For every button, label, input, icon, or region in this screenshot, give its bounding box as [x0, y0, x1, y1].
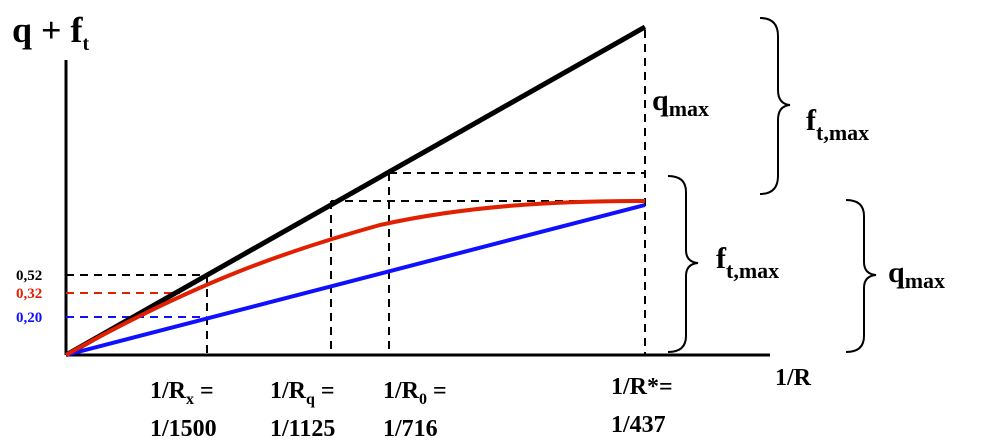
red-curve	[65, 199, 646, 357]
y-tick-052: 0,52	[16, 268, 42, 284]
label-f-t-max-mid: ft,max	[716, 242, 779, 283]
svg-text:1/Rq =: 1/Rq =	[270, 378, 335, 408]
label-q-max-far: qmax	[888, 256, 945, 293]
svg-text:1/437: 1/437	[611, 412, 666, 438]
brace-f-t-max-right	[759, 17, 791, 195]
svg-text:1/R0 =: 1/R0 =	[383, 378, 447, 408]
label-q-max-inner: qmax	[652, 84, 709, 121]
x-axis-label: 1/R	[775, 365, 812, 391]
label-f-t-max-right: ft,max	[806, 104, 869, 145]
blue-line	[65, 203, 646, 357]
x-tick-rq: 1/Rq = 1/1125	[270, 378, 335, 442]
brace-q-max-far	[845, 199, 877, 353]
y-tick-032: 0,32	[16, 286, 42, 302]
x-tick-rx: 1/Rx = 1/1500	[150, 378, 217, 442]
x-tick-r0: 1/R0 = 1/716	[383, 378, 447, 442]
svg-text:1/1500: 1/1500	[150, 416, 217, 442]
x-tick-rstar: 1/R*= 1/437	[611, 374, 673, 438]
svg-text:1/1125: 1/1125	[270, 416, 335, 442]
total-line	[64, 24, 647, 358]
svg-text:1/716: 1/716	[383, 416, 438, 442]
svg-text:1/Rx =: 1/Rx =	[150, 378, 214, 408]
brace-f-t-max-mid	[667, 175, 699, 353]
y-tick-020: 0,20	[16, 310, 42, 326]
y-axis-label: q + ft	[12, 10, 90, 55]
svg-text:1/R*=: 1/R*=	[611, 374, 673, 400]
